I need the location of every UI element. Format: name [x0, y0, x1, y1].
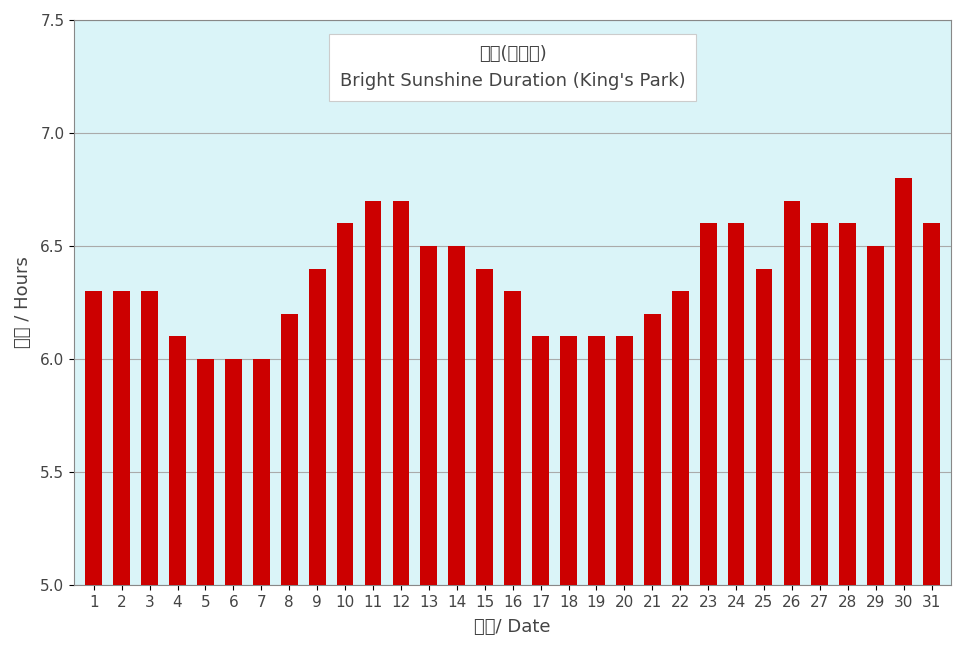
Bar: [896, 178, 912, 650]
Bar: [169, 337, 186, 650]
Bar: [868, 246, 884, 650]
Bar: [253, 359, 269, 650]
Bar: [840, 224, 856, 650]
Text: 日照(京士柏)
Bright Sunshine Duration (King's Park): 日照(京士柏) Bright Sunshine Duration (King's…: [340, 46, 685, 90]
Bar: [560, 337, 577, 650]
Bar: [533, 337, 549, 650]
Bar: [644, 314, 661, 650]
Bar: [141, 291, 158, 650]
Bar: [616, 337, 633, 650]
Y-axis label: 小時 / Hours: 小時 / Hours: [14, 257, 32, 348]
Bar: [756, 268, 772, 650]
Bar: [812, 224, 828, 650]
Bar: [477, 268, 493, 650]
Bar: [113, 291, 130, 650]
Bar: [281, 314, 297, 650]
Bar: [309, 268, 325, 650]
Bar: [225, 359, 242, 650]
Bar: [197, 359, 214, 650]
Bar: [505, 291, 521, 650]
Bar: [588, 337, 605, 650]
Bar: [85, 291, 102, 650]
Bar: [449, 246, 465, 650]
Bar: [924, 224, 940, 650]
Bar: [700, 224, 717, 650]
Bar: [728, 224, 744, 650]
Bar: [337, 224, 353, 650]
Bar: [672, 291, 689, 650]
Bar: [365, 201, 381, 650]
Bar: [784, 201, 800, 650]
X-axis label: 日期/ Date: 日期/ Date: [475, 618, 551, 636]
Bar: [393, 201, 409, 650]
Bar: [421, 246, 437, 650]
